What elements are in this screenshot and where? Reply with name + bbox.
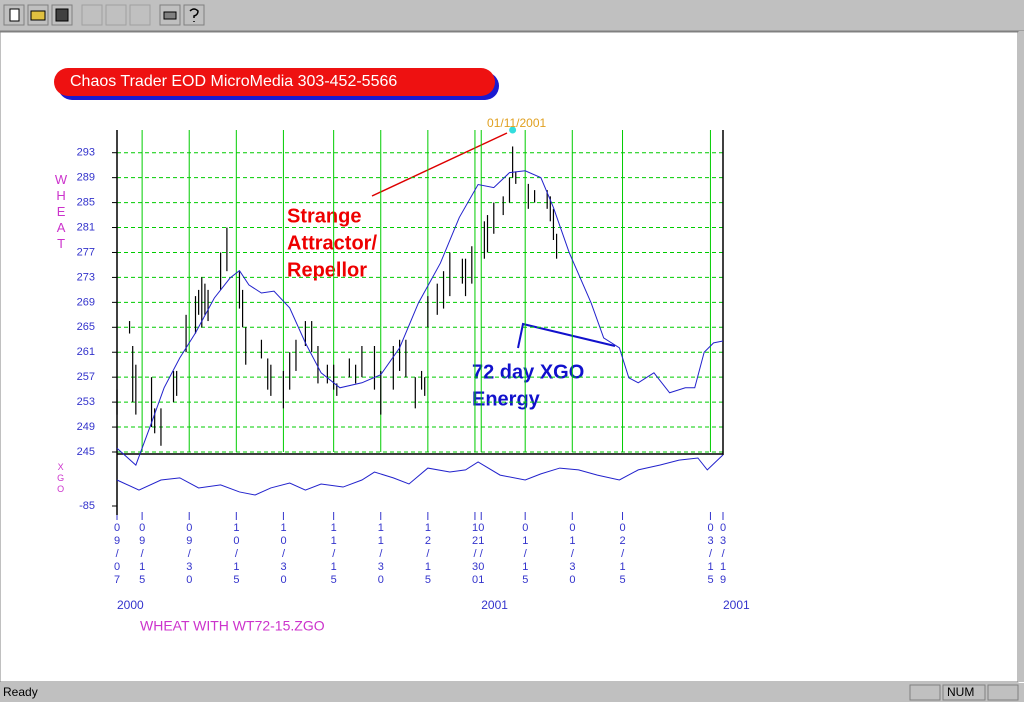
peak-marker <box>509 126 517 134</box>
help-button[interactable] <box>183 4 205 26</box>
x-tick-label: 10/15 <box>230 522 242 587</box>
x-tick-label: 12/15 <box>422 522 434 587</box>
y-tick-label: 281 <box>77 221 95 233</box>
y-tick-label: 273 <box>77 271 95 283</box>
y-tick-label: 293 <box>77 147 95 159</box>
annotation-text: Strange <box>287 205 361 227</box>
y-tick-label: 257 <box>77 371 95 383</box>
chart-caption: WHEAT WITH WT72-15.ZGO <box>140 618 325 634</box>
banner <box>54 68 495 96</box>
x-tick-label: 01/30 <box>566 522 578 587</box>
y-tick-label: 245 <box>77 446 95 458</box>
x-tick-label: 03/15 <box>705 522 717 587</box>
chart: 09/07 09/15 09/30 10/15 10/30 11/15 11/30 12/15… <box>54 116 750 612</box>
annotation-text: 72 day XGO <box>472 361 584 383</box>
y-axis-label: WHEAT <box>54 172 69 252</box>
x-tick-label: 09/07 <box>111 522 123 587</box>
year-label: 2000 <box>117 598 144 612</box>
status-text: Ready <box>3 685 38 699</box>
x-tick-label: 11/30 <box>375 522 387 587</box>
y-tick-label: 265 <box>77 321 95 333</box>
year-label: 2001 <box>481 598 508 612</box>
y-tick-label: 277 <box>77 246 95 258</box>
data-line <box>116 454 724 496</box>
y-tick-label: 249 <box>77 421 95 433</box>
copy-button[interactable] <box>105 4 127 26</box>
status-indicator: NUM <box>947 685 974 699</box>
y-tick-label: 269 <box>77 296 95 308</box>
cut-button[interactable] <box>81 4 103 26</box>
x-tick-label: 09/30 <box>183 522 195 587</box>
y-axis-label: XGO <box>56 462 66 495</box>
y-tick-label: -85 <box>79 500 95 512</box>
toolbar-buttons <box>3 4 205 26</box>
annotation-text: Attractor/ <box>287 232 377 254</box>
y-tick-label: 285 <box>77 196 95 208</box>
annotation-line <box>371 132 508 197</box>
x-tick-label: 09/15 <box>136 522 148 587</box>
x-tick-label: 12/30 <box>469 522 481 587</box>
banner-text: Chaos Trader EOD MicroMedia 303-452-5566 <box>70 73 397 90</box>
paste-button[interactable] <box>129 4 151 26</box>
toolbar <box>0 0 1024 31</box>
x-tick-label: 03/19 <box>717 522 729 587</box>
annotation-text: Energy <box>472 388 541 410</box>
peak-label: 01/11/2001 <box>487 116 546 130</box>
status-bar <box>0 683 1024 702</box>
document-area <box>0 31 1019 683</box>
x-tick-label: 01/01 <box>475 522 487 587</box>
x-tick-label: 01/15 <box>519 522 531 587</box>
x-tick-label: 11/15 <box>328 522 340 587</box>
data-line <box>116 170 724 466</box>
y-tick-label: 261 <box>77 346 95 358</box>
x-tick-label: 10/30 <box>278 522 290 587</box>
year-label: 2001 <box>723 598 750 612</box>
x-tick-label: 02/15 <box>617 522 629 587</box>
annotation-line <box>517 322 616 349</box>
annotation-text: Repellor <box>287 259 367 281</box>
y-tick-label: 289 <box>77 172 95 184</box>
y-tick-label: 253 <box>77 396 95 408</box>
